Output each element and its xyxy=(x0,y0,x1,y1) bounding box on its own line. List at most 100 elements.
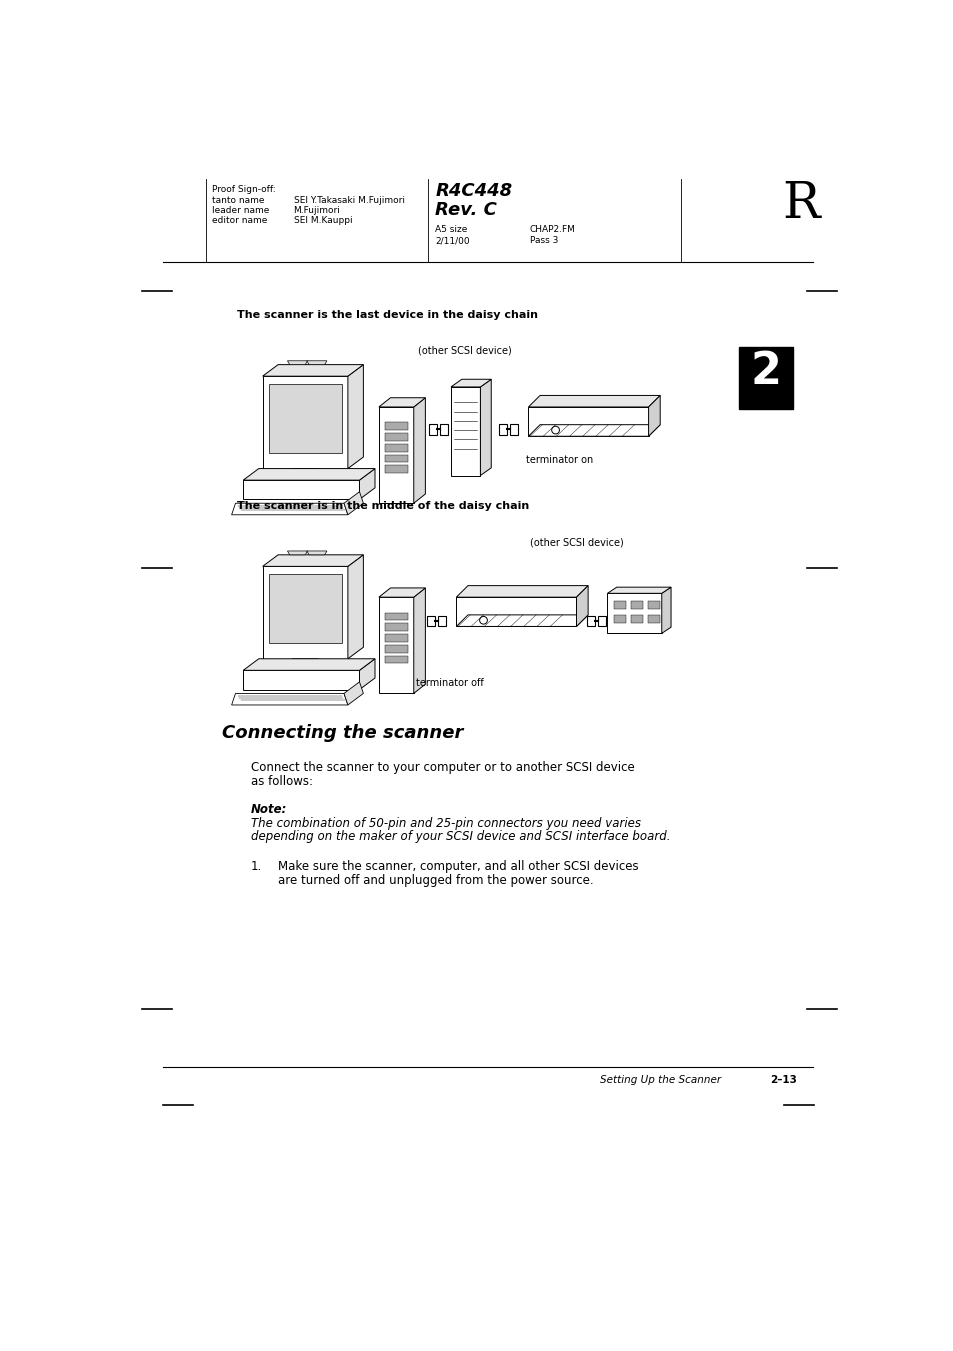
Polygon shape xyxy=(414,588,425,693)
Polygon shape xyxy=(307,361,327,365)
Text: R: R xyxy=(781,180,819,228)
Text: M.Fujimori: M.Fujimori xyxy=(294,205,340,215)
Polygon shape xyxy=(378,397,425,407)
Polygon shape xyxy=(385,455,407,462)
Polygon shape xyxy=(344,682,363,705)
Text: Setting Up the Scanner: Setting Up the Scanner xyxy=(599,1074,720,1085)
Polygon shape xyxy=(262,555,363,566)
Text: are turned off and unplugged from the power source.: are turned off and unplugged from the po… xyxy=(278,874,593,886)
Polygon shape xyxy=(348,365,363,469)
Text: (other SCSI device): (other SCSI device) xyxy=(417,346,511,355)
Polygon shape xyxy=(456,615,587,627)
Polygon shape xyxy=(598,616,605,627)
Text: Connect the scanner to your computer or to another SCSI device: Connect the scanner to your computer or … xyxy=(251,761,634,774)
Text: The combination of 50-pin and 25-pin connectors you need varies: The combination of 50-pin and 25-pin con… xyxy=(251,816,640,830)
Polygon shape xyxy=(243,659,375,670)
Polygon shape xyxy=(359,469,375,500)
Text: Note:: Note: xyxy=(251,802,287,816)
Polygon shape xyxy=(307,551,327,555)
Text: terminator off: terminator off xyxy=(416,678,483,688)
Polygon shape xyxy=(287,551,307,555)
Polygon shape xyxy=(661,588,670,634)
Text: 1.: 1. xyxy=(251,859,262,873)
Polygon shape xyxy=(456,585,587,597)
Polygon shape xyxy=(269,574,341,643)
Text: Rev. C: Rev. C xyxy=(435,201,497,219)
Polygon shape xyxy=(451,380,491,386)
Text: editor name: editor name xyxy=(212,216,268,226)
Polygon shape xyxy=(262,566,348,659)
Polygon shape xyxy=(243,469,375,480)
Polygon shape xyxy=(269,384,341,453)
Text: 2–13: 2–13 xyxy=(769,1074,797,1085)
Text: Proof Sign-off:: Proof Sign-off: xyxy=(212,185,275,195)
Polygon shape xyxy=(429,424,436,435)
Polygon shape xyxy=(607,593,661,634)
Polygon shape xyxy=(613,615,625,623)
Polygon shape xyxy=(576,585,587,627)
Text: 2: 2 xyxy=(750,350,781,393)
Polygon shape xyxy=(648,396,659,436)
Polygon shape xyxy=(630,615,642,623)
Text: leader name: leader name xyxy=(212,205,270,215)
Polygon shape xyxy=(243,480,359,500)
Polygon shape xyxy=(385,423,407,430)
Polygon shape xyxy=(359,659,375,689)
Text: terminator on: terminator on xyxy=(525,455,593,465)
Text: A5 size: A5 size xyxy=(435,226,467,234)
Polygon shape xyxy=(385,466,407,473)
Polygon shape xyxy=(385,612,407,620)
Polygon shape xyxy=(498,424,506,435)
Text: (other SCSI device): (other SCSI device) xyxy=(530,538,623,549)
Polygon shape xyxy=(287,361,307,365)
Polygon shape xyxy=(385,444,407,451)
Text: SEI Y.Takasaki M.Fujimori: SEI Y.Takasaki M.Fujimori xyxy=(294,196,404,205)
Polygon shape xyxy=(587,616,595,627)
Polygon shape xyxy=(739,347,793,408)
Polygon shape xyxy=(262,365,363,376)
Text: The scanner is in the middle of the daisy chain: The scanner is in the middle of the dais… xyxy=(236,501,529,511)
Polygon shape xyxy=(348,555,363,659)
Text: 2/11/00: 2/11/00 xyxy=(435,236,470,245)
Polygon shape xyxy=(385,655,407,663)
Polygon shape xyxy=(451,386,480,476)
Polygon shape xyxy=(647,615,659,623)
Polygon shape xyxy=(385,644,407,653)
Polygon shape xyxy=(613,601,625,609)
Polygon shape xyxy=(456,597,576,627)
Polygon shape xyxy=(262,376,348,469)
Polygon shape xyxy=(528,396,659,407)
Polygon shape xyxy=(378,588,425,597)
Polygon shape xyxy=(385,634,407,642)
Polygon shape xyxy=(344,492,363,515)
Polygon shape xyxy=(630,601,642,609)
Polygon shape xyxy=(607,588,670,593)
Text: Pass 3: Pass 3 xyxy=(530,236,558,245)
Polygon shape xyxy=(427,616,435,627)
Text: R4C448: R4C448 xyxy=(435,182,512,200)
Polygon shape xyxy=(385,623,407,631)
Polygon shape xyxy=(385,434,407,440)
Polygon shape xyxy=(480,380,491,476)
Polygon shape xyxy=(243,670,359,689)
Text: Make sure the scanner, computer, and all other SCSI devices: Make sure the scanner, computer, and all… xyxy=(278,859,639,873)
Text: tanto name: tanto name xyxy=(212,196,265,205)
Text: The scanner is the last device in the daisy chain: The scanner is the last device in the da… xyxy=(236,309,537,320)
Polygon shape xyxy=(292,659,318,670)
Text: CHAP2.FM: CHAP2.FM xyxy=(530,226,576,234)
Polygon shape xyxy=(378,407,414,503)
Polygon shape xyxy=(439,424,447,435)
Polygon shape xyxy=(414,397,425,503)
Text: Connecting the scanner: Connecting the scanner xyxy=(222,724,463,742)
Text: as follows:: as follows: xyxy=(251,775,313,788)
Polygon shape xyxy=(232,503,348,515)
Polygon shape xyxy=(528,407,648,436)
Polygon shape xyxy=(509,424,517,435)
Polygon shape xyxy=(292,469,318,480)
Polygon shape xyxy=(437,616,445,627)
Text: depending on the maker of your SCSI device and SCSI interface board.: depending on the maker of your SCSI devi… xyxy=(251,831,670,843)
Polygon shape xyxy=(232,693,348,705)
Polygon shape xyxy=(528,424,659,436)
Polygon shape xyxy=(378,597,414,693)
Polygon shape xyxy=(647,601,659,609)
